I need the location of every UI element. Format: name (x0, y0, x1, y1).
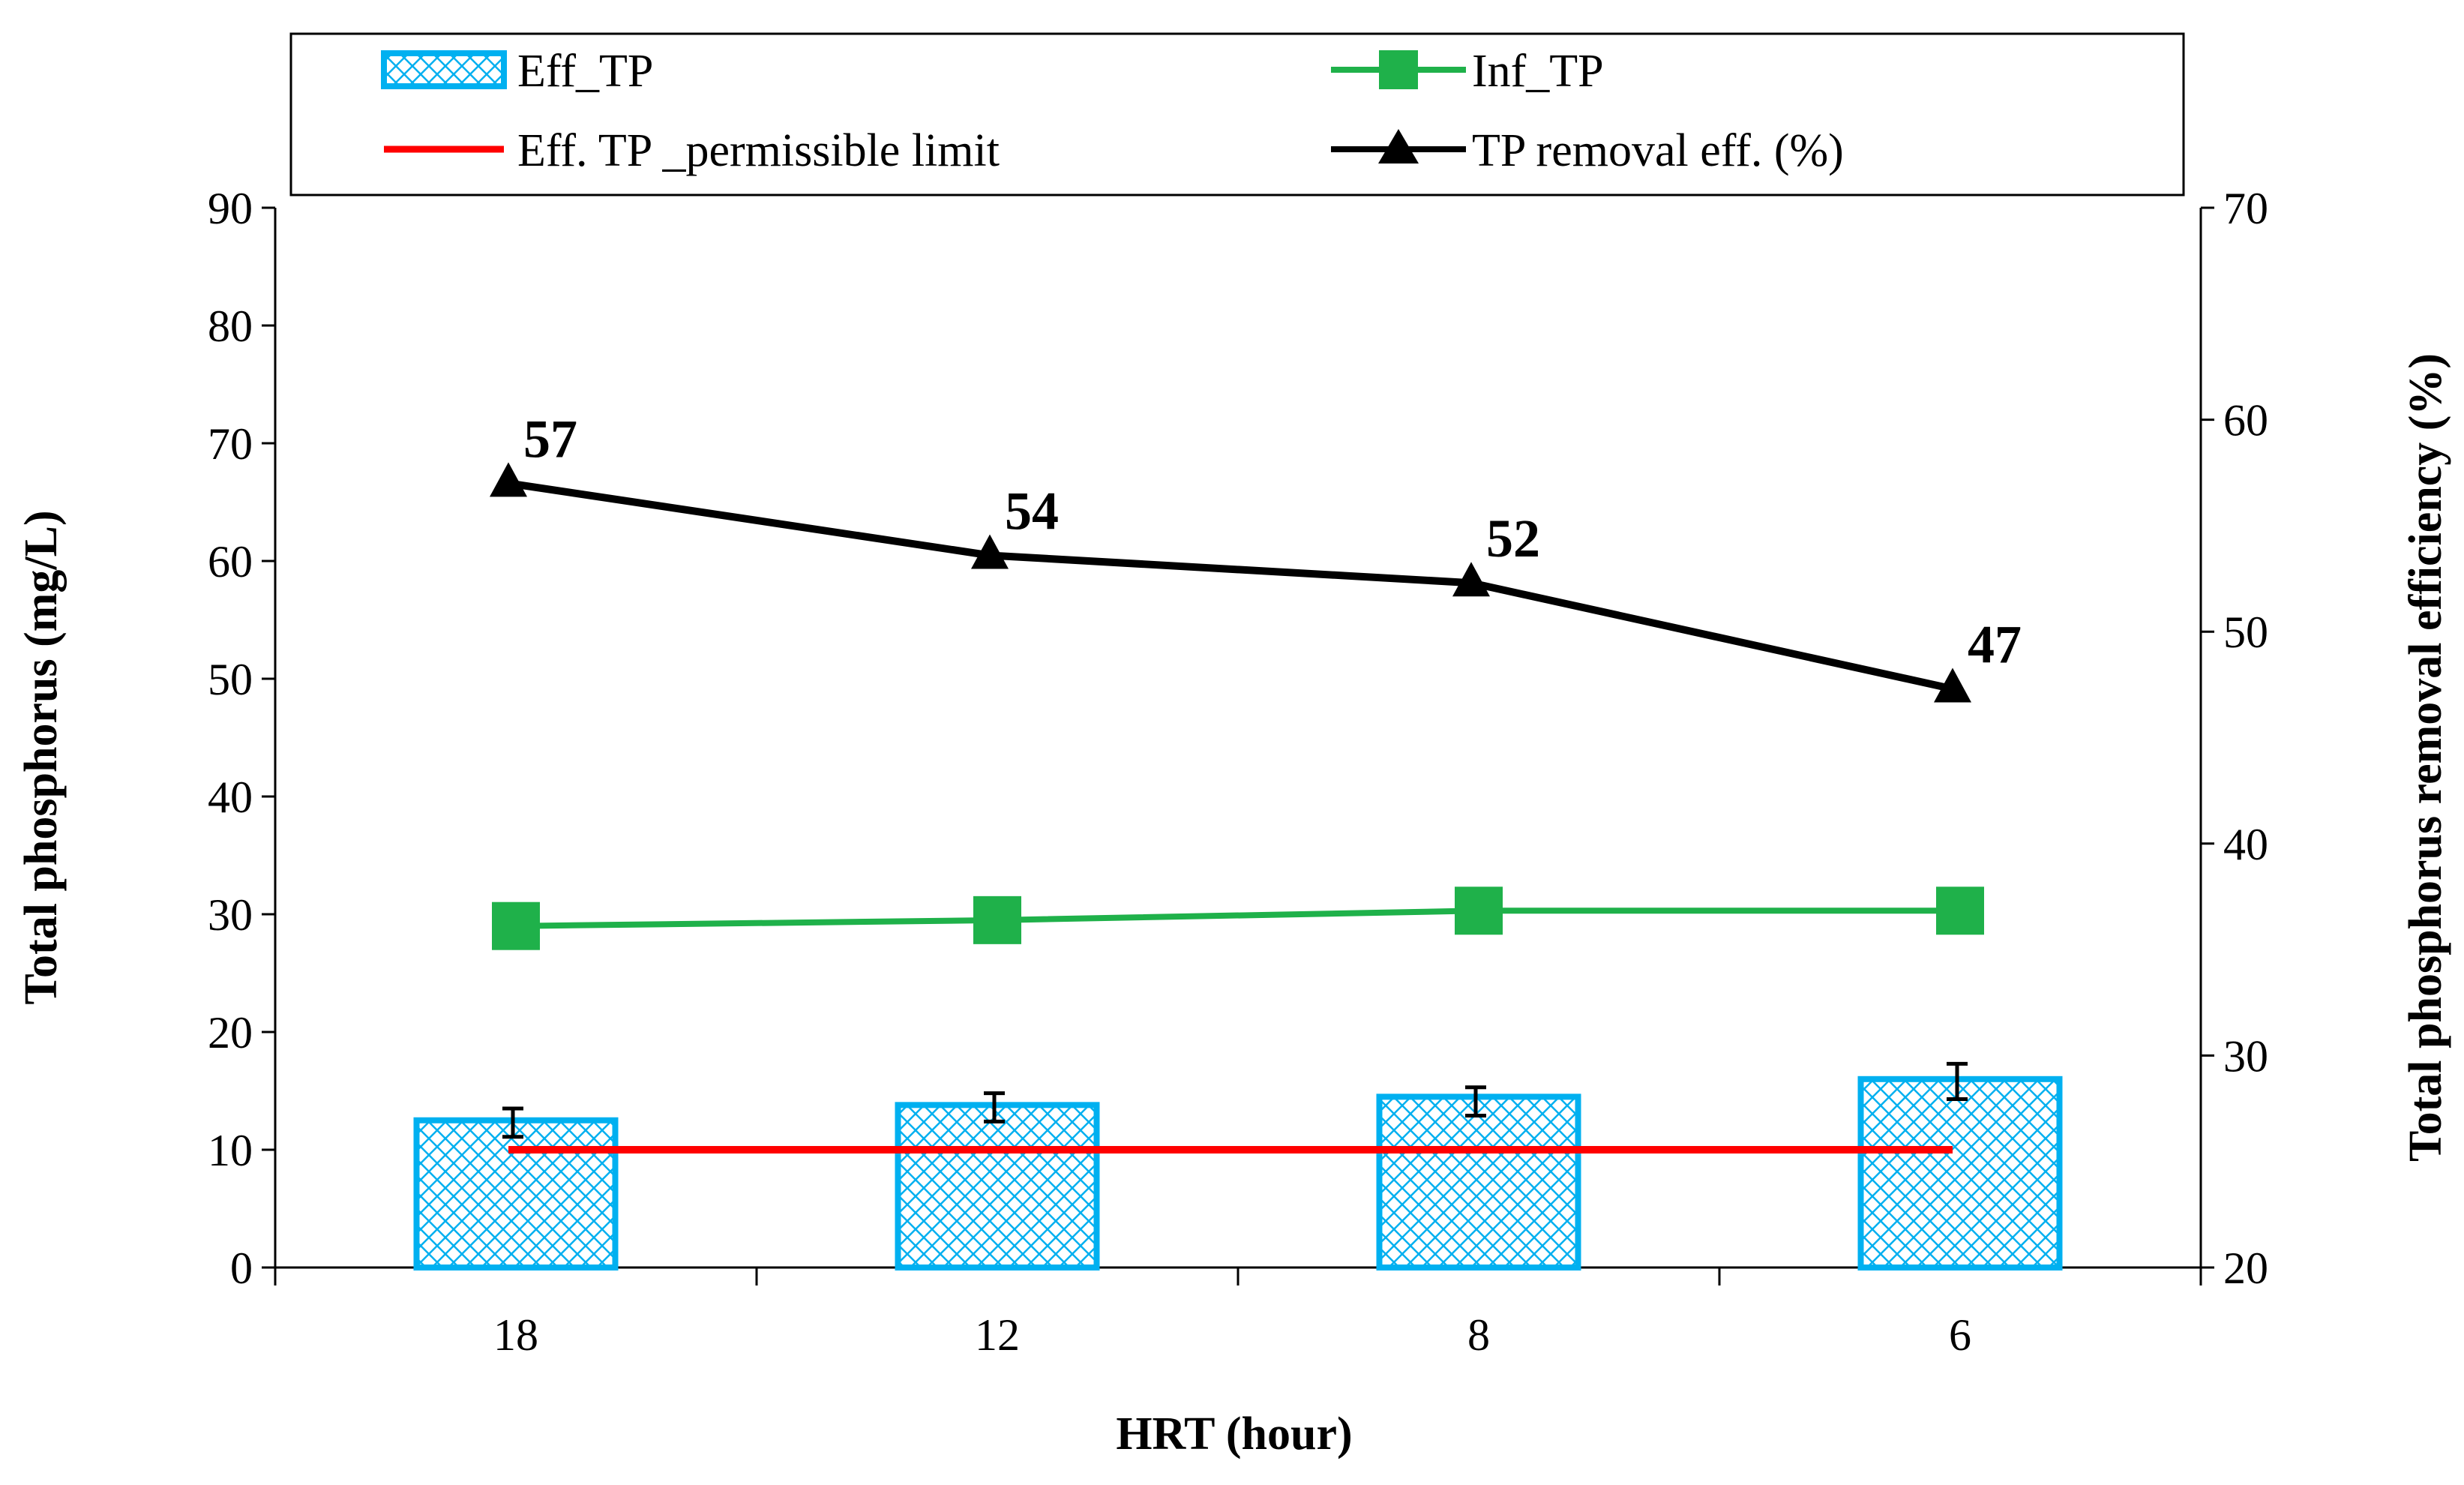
legend-square-marker-icon (1379, 50, 1418, 89)
y-left-tick-label: 90 (208, 184, 253, 233)
removal-eff-triangle-marker (971, 534, 1009, 569)
removal-eff-line (508, 479, 1954, 693)
y-left-tick-label: 60 (208, 537, 253, 586)
legend-box (289, 32, 2185, 196)
x-tick-label: 6 (1949, 1310, 1971, 1360)
y-left-tick-label: 30 (208, 890, 253, 940)
y-left-tick-label: 10 (208, 1126, 253, 1175)
y-left-tick-label: 80 (208, 302, 253, 351)
y-right-tick-label: 30 (2223, 1031, 2268, 1081)
legend-triangle-marker-icon (1378, 129, 1419, 164)
y-right-tick-label: 40 (2223, 820, 2268, 869)
removal-eff-data-label: 47 (1968, 615, 2022, 675)
bar-eff-tp (1857, 1076, 2063, 1271)
legend-label-removal-eff: TP removal eff. (%) (1472, 125, 1844, 176)
x-tick-label: 8 (1467, 1310, 1490, 1360)
x-tick-label: 18 (493, 1310, 538, 1360)
removal-eff-triangle-marker (490, 462, 527, 497)
inf-tp-square-marker (492, 902, 540, 950)
y-left-tick-label: 40 (208, 772, 253, 822)
removal-eff-data-label: 54 (1005, 481, 1059, 541)
y-left-tick-label: 0 (230, 1244, 253, 1293)
bars-eff-tp (413, 1076, 2063, 1271)
removal-eff-data-label: 57 (523, 409, 577, 469)
y-right-tick-label: 70 (2223, 184, 2268, 233)
legend-swatch-eff-tp (381, 50, 507, 89)
inf-tp-square-marker (1936, 886, 1984, 935)
y-right-tick-label: 20 (2223, 1244, 2268, 1293)
y-axis-left-title: Total phosphorus (mg/L) (16, 510, 67, 1004)
legend: Eff_TP Inf_TP Eff. TP _permissible limit… (381, 46, 1844, 176)
y-left-tick-label: 20 (208, 1008, 253, 1058)
bar-eff-tp (1376, 1094, 1581, 1270)
legend-label-inf-tp: Inf_TP (1472, 46, 1604, 97)
bar-eff-tp (413, 1117, 619, 1270)
y-left-tick-label: 70 (208, 419, 253, 469)
removal-eff-triangle-marker (1452, 562, 1490, 597)
y-right-tick-label: 60 (2223, 396, 2268, 446)
inf-tp-square-marker (973, 896, 1021, 944)
x-axis-title: HRT (hour) (1116, 1408, 1352, 1460)
removal-eff-triangle-marker (1934, 668, 1971, 703)
error-bars (502, 1061, 1968, 1139)
legend-label-permissible-limit: Eff. TP _permissible limit (517, 125, 1000, 176)
x-tick-label: 12 (975, 1310, 1020, 1360)
inf-tp-line (515, 908, 1960, 929)
removal-eff-series: 57 54 52 47 (490, 409, 2022, 703)
y-right-tick-label: 50 (2223, 608, 2268, 657)
y-left-tick-label: 50 (208, 655, 253, 704)
inf-tp-square-marker (1455, 886, 1503, 935)
removal-eff-data-label: 52 (1486, 508, 1540, 568)
inf-tp-series (492, 886, 1984, 950)
y-axis-right-title: Total phosphorus removal efficiency (%) (2400, 353, 2451, 1162)
legend-label-eff-tp: Eff_TP (517, 46, 653, 97)
bar-eff-tp (895, 1102, 1100, 1270)
